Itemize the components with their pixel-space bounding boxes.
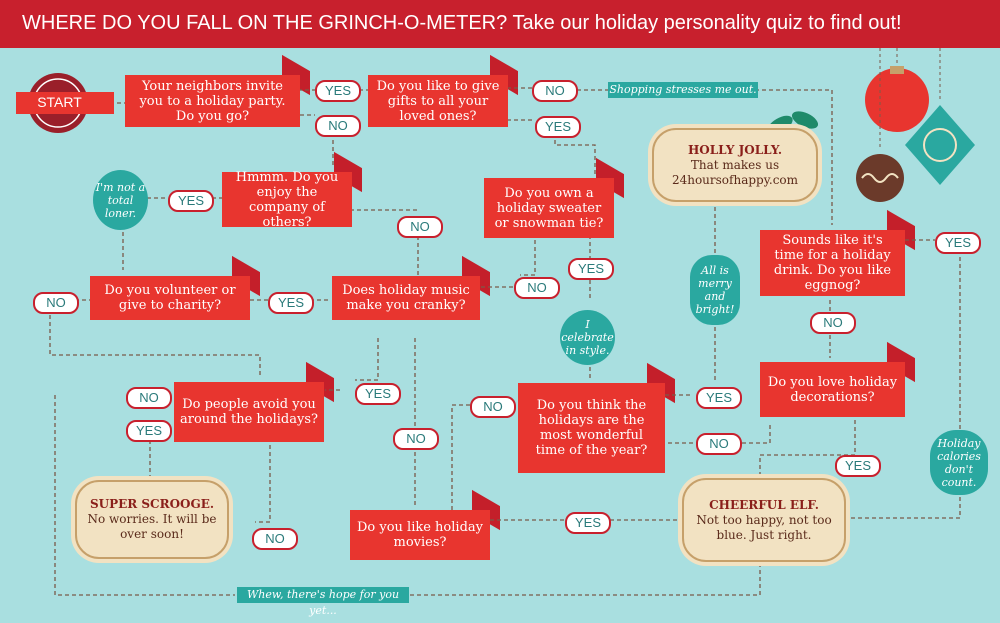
start-label[interactable]: START [37, 94, 82, 110]
note-calories: Holiday calories don't count. [930, 430, 988, 495]
answer-no[interactable]: NO [397, 216, 443, 238]
answer-yes[interactable]: YES [535, 116, 581, 138]
result-title: SUPER SCROOGE. [89, 497, 215, 511]
answer-no[interactable]: NO [514, 277, 560, 299]
result-cheerful-elf: CHEERFUL ELF. Not too happy, not too blu… [682, 478, 846, 562]
answer-no[interactable]: NO [532, 80, 578, 102]
result-text: Not too happy, not too blue. Just right. [696, 512, 832, 542]
q-gifts[interactable]: Do you like to give gifts to all your lo… [368, 75, 508, 127]
result-title: HOLLY JOLLY. [687, 142, 783, 157]
answer-yes[interactable]: YES [696, 387, 742, 409]
note-hope: Whew, there's hope for you yet... [237, 587, 409, 617]
answer-yes[interactable]: YES [935, 232, 981, 254]
answer-yes[interactable]: YES [126, 420, 172, 442]
q-wonderful[interactable]: Do you think the holidays are the most w… [518, 383, 665, 473]
q-avoid[interactable]: Do people avoid you around the holidays? [174, 382, 324, 442]
answer-no[interactable]: NO [393, 428, 439, 450]
q-sweater[interactable]: Do you own a holiday sweater or snowman … [484, 178, 614, 238]
result-super-scrooge: SUPER SCROOGE. No worries. It will be ov… [75, 480, 229, 559]
q-charity[interactable]: Do you volunteer or give to charity? [90, 276, 250, 320]
answer-yes[interactable]: YES [835, 455, 881, 477]
q-music[interactable]: Does holiday music make you cranky? [332, 276, 480, 320]
answer-yes[interactable]: YES [268, 292, 314, 314]
answer-no[interactable]: NO [126, 387, 172, 409]
q-decorations[interactable]: Do you love holiday decorations? [760, 362, 905, 417]
result-text: No worries. It will be over soon! [87, 512, 217, 541]
answer-no[interactable]: NO [33, 292, 79, 314]
result-text: That makes us [690, 157, 780, 172]
answer-yes[interactable]: YES [168, 190, 214, 212]
answer-yes[interactable]: YES [568, 258, 614, 280]
note-merry: All is merry and bright! [690, 255, 740, 325]
result-holly-jolly: HOLLY JOLLY. That makes us 24hoursofhapp… [652, 128, 818, 202]
answer-no[interactable]: NO [810, 312, 856, 334]
result-title: CHEERFUL ELF. [709, 497, 819, 512]
note-celebrate: I celebrate in style. [560, 310, 615, 365]
answer-no[interactable]: NO [315, 115, 361, 137]
answer-yes[interactable]: YES [315, 80, 361, 102]
result-link[interactable]: 24hoursofhappy.com [671, 172, 799, 187]
ornament-decorations [856, 48, 975, 202]
header-banner: WHERE DO YOU FALL ON THE GRINCH-O-METER?… [0, 0, 1000, 48]
q-company[interactable]: Hmmm. Do you enjoy the company of others… [222, 170, 352, 230]
note-shopping: Shopping stresses me out. [608, 82, 758, 98]
answer-no[interactable]: NO [470, 396, 516, 418]
start-badge [16, 73, 114, 133]
q-party[interactable]: Your neighbors invite you to a holiday p… [125, 75, 300, 127]
q-movies[interactable]: Do you like holiday movies? [350, 510, 490, 560]
answer-yes[interactable]: YES [565, 512, 611, 534]
answer-no[interactable]: NO [696, 433, 742, 455]
note-loner: I'm not a total loner. [93, 170, 148, 230]
answer-yes[interactable]: YES [355, 383, 401, 405]
answer-no[interactable]: NO [252, 528, 298, 550]
page-title: WHERE DO YOU FALL ON THE GRINCH-O-METER?… [22, 12, 902, 34]
q-eggnog[interactable]: Sounds like it's time for a holiday drin… [760, 230, 905, 296]
